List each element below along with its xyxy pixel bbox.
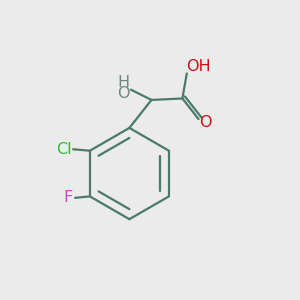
Text: O: O (199, 115, 211, 130)
Text: O: O (117, 86, 130, 101)
Text: F: F (64, 190, 73, 205)
Text: Cl: Cl (56, 142, 72, 157)
Text: H: H (117, 75, 130, 90)
Text: OH: OH (186, 58, 210, 74)
